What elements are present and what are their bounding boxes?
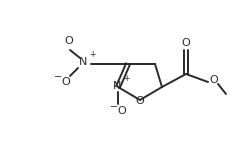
Text: N: N [79, 57, 87, 67]
Text: O: O [210, 75, 218, 85]
Text: O: O [136, 96, 144, 106]
Text: −: − [54, 72, 62, 82]
Text: O: O [65, 36, 73, 46]
Text: O: O [62, 77, 70, 87]
Text: N: N [113, 81, 121, 91]
Text: +: + [123, 74, 129, 83]
Text: −: − [110, 102, 118, 112]
Text: O: O [118, 106, 126, 116]
Text: O: O [182, 38, 190, 48]
Text: +: + [89, 50, 95, 59]
